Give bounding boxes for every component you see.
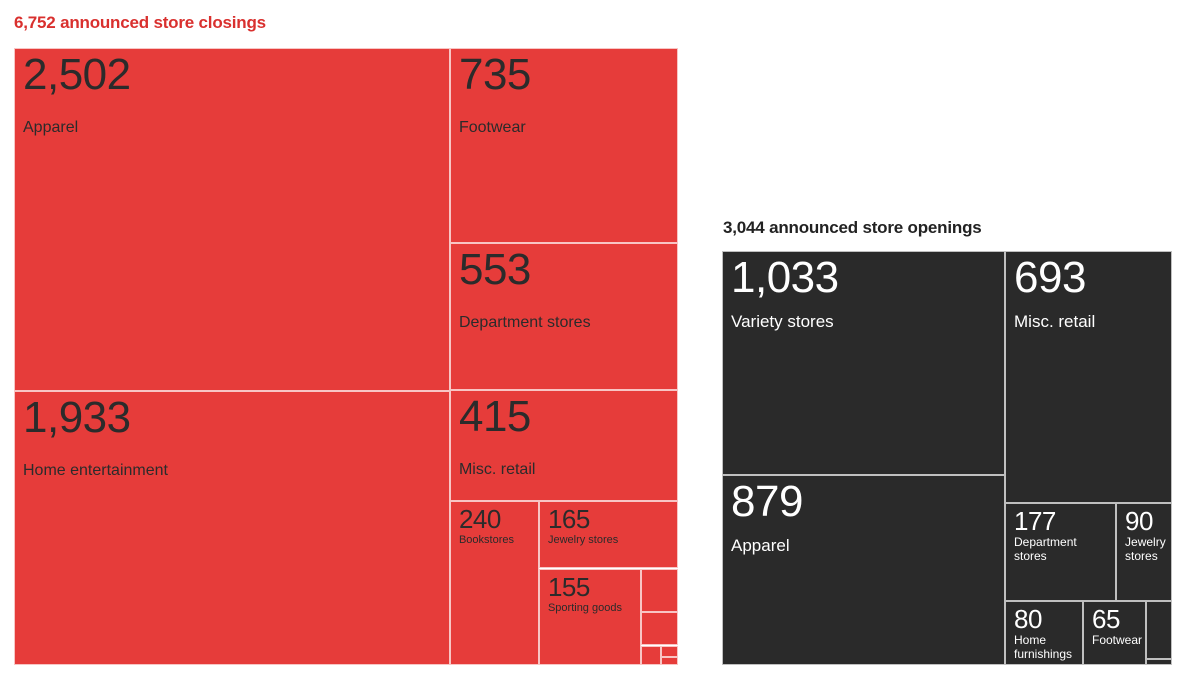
openings-value-footwear: 65 <box>1091 603 1120 634</box>
openings-value-home-furnishings: 80 <box>1014 603 1042 634</box>
openings-cell-home-furnishings: 80 Home furnishings <box>1005 600 1083 665</box>
openings-cell-apparel: 879 Apparel <box>722 475 1005 665</box>
closings-label-misc-retail: Misc. retail <box>458 461 536 478</box>
closings-value-home-entertainment: 1,933 <box>23 392 131 442</box>
closings-cell-footwear: 735 Footwear <box>449 48 678 243</box>
openings-label-footwear: Footwear <box>1091 632 1143 647</box>
openings-title: 3,044 announced store openings <box>723 218 982 237</box>
closings-label-sporting-goods: Sporting goods <box>547 601 622 614</box>
closings-cell-sporting-goods: 155 Sporting goods <box>538 568 641 665</box>
openings-value-jewelry-stores: 90 <box>1125 506 1153 536</box>
openings-label-misc-retail: Misc. retail <box>1014 312 1096 331</box>
closings-cell-small-8 <box>640 568 678 612</box>
openings-value-misc-retail: 693 <box>1014 253 1086 302</box>
closings-cell-home-entertainment: 1,933 Home entertainment <box>14 390 450 665</box>
openings-cell-misc-retail: 693 Misc. retail <box>1005 251 1172 503</box>
closings-cell-small-11 <box>660 645 678 658</box>
closings-treemap: 2,502 Apparel 1,933 Home entertainment 735 Fo… <box>14 48 678 665</box>
openings-label-apparel: Apparel <box>731 536 790 555</box>
openings-label-variety-stores: Variety stores <box>731 312 834 331</box>
closings-label-bookstores: Bookstores <box>458 533 514 546</box>
closings-label-department-stores: Department stores <box>458 313 591 331</box>
closings-label-apparel: Apparel <box>23 119 79 136</box>
closings-value-sporting-goods: 155 <box>547 571 590 602</box>
closings-label-footwear: Footwear <box>458 119 526 136</box>
closings-value-bookstores: 240 <box>458 503 501 534</box>
closings-label-home-entertainment: Home entertainment <box>23 461 168 479</box>
openings-cell-variety-stores: 1,033 Variety stores <box>722 251 1005 475</box>
closings-title: 6,752 announced store closings <box>14 13 266 32</box>
openings-cell-department-stores: 177 Department stores <box>1005 503 1116 601</box>
openings-treemap: 1,033 Variety stores 879 Apparel 693 Misc. re… <box>722 251 1172 665</box>
closings-cell-apparel: 2,502 Apparel <box>14 48 450 391</box>
openings-value-variety-stores: 1,033 <box>731 253 839 302</box>
closings-cell-small-10 <box>640 645 661 665</box>
openings-value-department-stores: 177 <box>1014 506 1056 536</box>
closings-value-footwear: 735 <box>458 50 531 99</box>
closings-cell-misc-retail: 415 Misc. retail <box>449 390 678 501</box>
closings-value-apparel: 2,502 <box>23 50 131 99</box>
closings-value-jewelry-stores: 165 <box>547 503 590 534</box>
openings-value-apparel: 879 <box>731 477 803 526</box>
closings-cell-small-12 <box>660 657 678 665</box>
openings-label-home-furnishings: Home furnishings <box>1014 632 1073 661</box>
openings-label-department-stores: Department stores <box>1014 535 1077 563</box>
openings-cell-small-7 <box>1145 600 1172 659</box>
closings-value-department-stores: 553 <box>458 244 531 294</box>
openings-cell-jewelry-stores: 90 Jewelry stores <box>1116 503 1172 601</box>
closings-cell-bookstores: 240 Bookstores <box>449 500 539 665</box>
closings-cell-department-stores: 553 Department stores <box>449 242 678 390</box>
closings-label-jewelry-stores: Jewelry stores <box>547 533 619 546</box>
closings-cell-jewelry-stores: 165 Jewelry stores <box>538 500 678 569</box>
openings-label-jewelry-stores: Jewelry stores <box>1125 535 1166 563</box>
openings-cell-footwear: 65 Footwear <box>1082 600 1146 665</box>
openings-cell-small-8 <box>1145 658 1172 665</box>
closings-cell-small-9 <box>640 611 678 646</box>
closings-value-misc-retail: 415 <box>458 392 531 441</box>
